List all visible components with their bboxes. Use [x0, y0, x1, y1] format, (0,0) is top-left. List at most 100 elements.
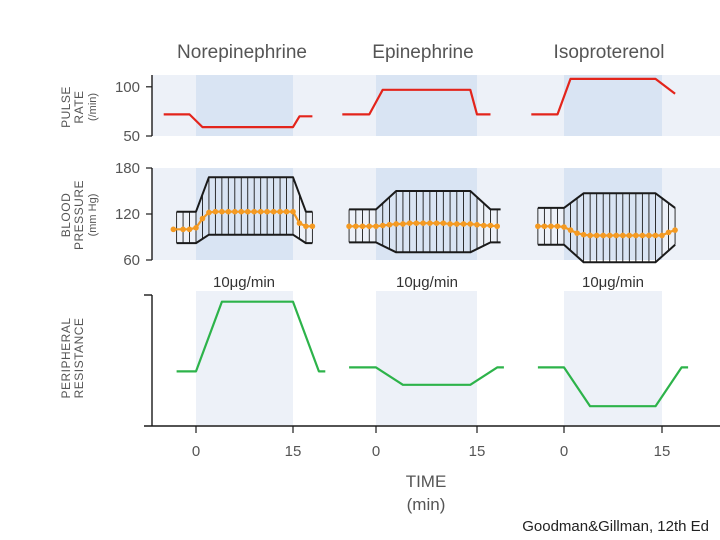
x-axis-units: (min) [407, 495, 446, 514]
resistance-ylabel-line1: PERIPHERAL [59, 317, 73, 398]
bp-mean-point-isoproterenol [587, 232, 593, 239]
bp-mean-norepinephrine [173, 210, 313, 231]
x-tick-label-norepinephrine: 0 [192, 443, 200, 460]
bp-mean-point-norepinephrine [186, 226, 193, 233]
bp-mean-point-isoproterenol [535, 223, 541, 230]
column-title-epinephrine: Epinephrine [372, 42, 473, 63]
bp-mean-point-isoproterenol [646, 232, 652, 239]
bp-mean-point-norepinephrine [219, 208, 225, 215]
x-axis-label: TIME [406, 472, 447, 491]
source-credit: Goodman&Gillman, 12th Ed [522, 518, 709, 535]
dose-label-norepinephrine: 10μg/min [213, 274, 275, 291]
x-tick-label-isoproterenol: 0 [560, 443, 568, 460]
bp-mean-point-epinephrine [353, 223, 359, 230]
bp-ylabel-line2: PRESSURE [72, 180, 86, 250]
bp-mean-point-epinephrine [386, 221, 393, 228]
pulse-ylabel-line1: PULSE [59, 86, 73, 128]
pulse-y-tick-label: 100 [115, 79, 140, 96]
bp-mean-point-epinephrine [427, 220, 433, 226]
bp-mean-point-isoproterenol [561, 224, 567, 230]
bp-mean-point-epinephrine [346, 223, 352, 230]
bp-mean-point-epinephrine [379, 222, 386, 229]
pulse-ylabel-line2: RATE [72, 90, 86, 123]
bp-mean-point-isoproterenol [626, 232, 633, 239]
bp-mean-point-epinephrine [413, 220, 420, 226]
bp-diastolic-norepinephrine [176, 233, 313, 245]
bp-mean-point-isoproterenol [633, 232, 639, 239]
bp-mean-point-norepinephrine [212, 208, 219, 215]
dose-label-isoproterenol: 10μg/min [582, 274, 644, 291]
bp-mean-point-isoproterenol [659, 232, 665, 239]
pulse-line-norepinephrine [163, 113, 313, 129]
pulse-ylabel-units: (/min) [87, 93, 99, 121]
bp-mean-point-epinephrine [487, 222, 494, 229]
bp-mean-point-norepinephrine [264, 208, 270, 215]
pulse-y-tick-label: 50 [123, 128, 140, 145]
bp-mean-point-norepinephrine [270, 208, 277, 215]
bp-mean-point-norepinephrine [303, 223, 309, 230]
bp-mean-point-epinephrine [373, 223, 379, 230]
bp-mean-point-norepinephrine [309, 223, 316, 230]
bp-mean-point-isoproterenol [574, 230, 580, 236]
bp-mean-point-norepinephrine [277, 208, 283, 215]
bp-mean-point-epinephrine [474, 221, 480, 228]
infusion-shade-norepinephrine-pulse [196, 75, 293, 136]
resistance-ylabel-line2: RESISTANCE [72, 318, 86, 399]
infusion-shade-norepinephrine-resistance [196, 291, 293, 425]
bp-y-tick-label: 180 [115, 160, 140, 177]
pulse-line-isoproterenol [531, 77, 676, 116]
bp-mean-point-norepinephrine [193, 225, 199, 231]
bp-mean-point-epinephrine [406, 220, 413, 226]
resistance-line-isoproterenol [537, 366, 689, 408]
bp-mean-point-norepinephrine [225, 208, 232, 215]
bp-mean-point-epinephrine [447, 221, 453, 227]
bp-mean-point-epinephrine [400, 221, 406, 227]
bp-mean-point-isoproterenol [580, 231, 587, 238]
bp-ylabel-line1: BLOOD [59, 193, 73, 238]
bp-mean-point-isoproterenol [548, 223, 554, 230]
chart-marks: 100 50 180 120 60 0 15 0 15 0 15 [115, 75, 720, 460]
resistance-line-epinephrine [349, 366, 504, 386]
bp-mean-point-epinephrine [359, 223, 366, 230]
bp-mean-point-isoproterenol [554, 223, 561, 230]
bp-mean-point-norepinephrine [238, 208, 245, 215]
pulse-line-epinephrine [342, 88, 491, 116]
bp-mean-point-norepinephrine [283, 208, 290, 215]
bp-mean-point-isoproterenol [541, 223, 548, 230]
bp-mean-point-isoproterenol [593, 232, 600, 239]
infusion-shade-epinephrine-bp [376, 168, 477, 260]
bp-mean-point-isoproterenol [600, 232, 606, 239]
bp-mean-point-epinephrine [393, 221, 400, 227]
bp-mean-point-norepinephrine [180, 226, 186, 233]
bp-mean-point-epinephrine [460, 221, 467, 227]
bp-mean-point-isoproterenol [620, 232, 626, 239]
bp-systolic-epinephrine [349, 190, 501, 211]
bp-mean-point-norepinephrine [199, 215, 206, 222]
infusion-shade-epinephrine-pulse [376, 75, 477, 136]
infusion-shade-epinephrine-resistance [376, 291, 477, 425]
bp-mean-point-epinephrine [480, 222, 487, 229]
bp-mean-point-norepinephrine [232, 208, 238, 215]
bp-y-tick-label: 60 [123, 252, 140, 269]
bp-mean-point-norepinephrine [206, 209, 212, 216]
bp-mean-point-isoproterenol [613, 232, 620, 239]
bp-mean-point-epinephrine [467, 221, 474, 227]
bp-systolic-isoproterenol [537, 192, 676, 209]
bp-mean-point-epinephrine [494, 223, 501, 230]
bp-systolic-norepinephrine [176, 176, 313, 213]
bp-mean-point-epinephrine [420, 220, 426, 226]
bp-diastolic-isoproterenol [537, 243, 676, 264]
x-tick-label-norepinephrine: 15 [285, 443, 302, 460]
bp-mean-point-isoproterenol [665, 229, 672, 236]
column-title-isoproterenol: Isoproterenol [554, 42, 665, 63]
bp-mean-point-norepinephrine [296, 220, 303, 226]
resistance-line-norepinephrine [176, 300, 326, 373]
bp-ylabel-units: (mm Hg) [87, 194, 99, 237]
bp-mean-point-isoproterenol [639, 232, 646, 239]
x-tick-label-isoproterenol: 15 [654, 443, 671, 460]
column-title-norepinephrine: Norepinephrine [177, 42, 307, 63]
bp-mean-point-epinephrine [366, 223, 373, 230]
x-tick-label-epinephrine: 15 [469, 443, 486, 460]
bp-mean-isoproterenol [537, 225, 676, 237]
